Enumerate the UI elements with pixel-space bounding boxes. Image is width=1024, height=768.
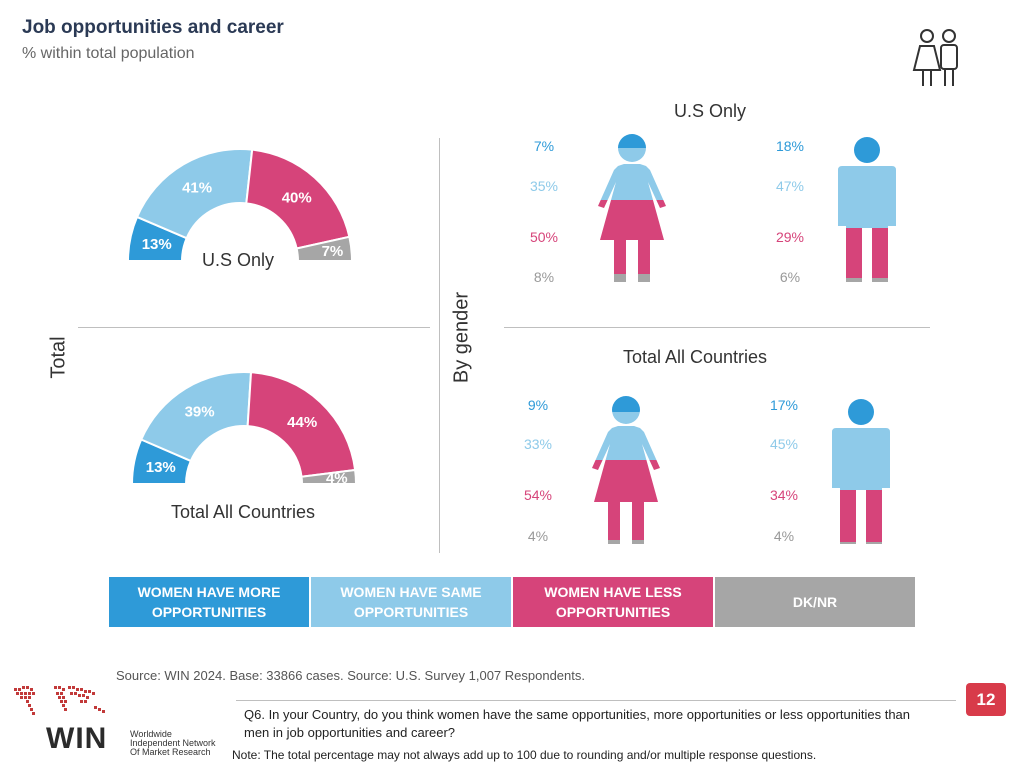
horizontal-divider-left xyxy=(78,327,430,328)
total-female-figure xyxy=(592,396,660,544)
win-logo-wordmark: WIN xyxy=(46,722,108,755)
legend-same: WOMEN HAVE SAME OPPORTUNITIES xyxy=(311,577,513,627)
us-female-same: 35% xyxy=(529,178,559,194)
donut-total-label-less: 44% xyxy=(287,414,317,431)
source-text: Source: WIN 2024. Base: 33866 cases. Sou… xyxy=(116,668,585,683)
legend-dk-label: DK/NR xyxy=(792,594,838,610)
horizontal-divider-right xyxy=(504,327,930,328)
donut-total-label-more: 13% xyxy=(146,459,176,476)
legend-less: WOMEN HAVE LESS OPPORTUNITIES xyxy=(513,577,715,627)
donut-total-slice-less xyxy=(246,371,357,478)
legend-dk: DK/NR xyxy=(715,577,915,627)
gender-total-title: Total All Countries xyxy=(622,347,768,367)
donut-us-label-dk: 7% xyxy=(322,243,344,260)
total-female-same: 33% xyxy=(523,436,553,452)
legend-less-line2: OPPORTUNITIES xyxy=(555,604,671,620)
total-female-more: 9% xyxy=(527,397,549,413)
legend-same-line1: WOMEN HAVE SAME xyxy=(340,584,482,600)
win-logo-line2: Independent Network xyxy=(130,738,216,748)
donut-us-slice-dk xyxy=(295,235,354,262)
us-female-figure xyxy=(598,134,666,282)
page-title: Job opportunities and career xyxy=(22,17,284,38)
vertical-divider xyxy=(439,138,440,553)
total-male-figure xyxy=(832,399,890,544)
gender-icon xyxy=(912,29,958,86)
legend-less-line1: WOMEN HAVE LESS xyxy=(544,584,682,600)
total-female-less: 54% xyxy=(523,487,553,503)
win-logo: WIN Worldwide Independent Network Of Mar… xyxy=(8,682,223,762)
us-female-more: 7% xyxy=(533,138,555,154)
donut-us-label-more: 13% xyxy=(142,236,172,253)
legend: WOMEN HAVE MORE OPPORTUNITIES WOMEN HAVE … xyxy=(109,577,915,627)
total-axis-label: Total xyxy=(47,336,70,379)
us-male-less: 29% xyxy=(775,229,805,245)
donut-us-label-same: 41% xyxy=(182,180,212,197)
donut-us-label-less: 40% xyxy=(282,190,312,207)
donut-total-label-same: 39% xyxy=(185,404,215,421)
us-male-dk: 6% xyxy=(779,269,801,285)
us-female-dk: 8% xyxy=(533,269,555,285)
legend-more: WOMEN HAVE MORE OPPORTUNITIES xyxy=(109,577,311,627)
us-male-more: 18% xyxy=(775,138,805,154)
legend-more-line2: OPPORTUNITIES xyxy=(151,604,267,620)
us-male-figure xyxy=(838,137,896,282)
legend-same-line2: OPPORTUNITIES xyxy=(353,604,469,620)
total-male-dk: 4% xyxy=(773,528,795,544)
legend-more-line1: WOMEN HAVE MORE xyxy=(137,584,281,600)
page-number-badge: 12 xyxy=(966,683,1006,716)
world-map-icon xyxy=(14,686,105,715)
us-female-less: 50% xyxy=(529,229,559,245)
donut-total: 13% 39% 44% 4% xyxy=(130,371,358,487)
total-male-same: 45% xyxy=(769,436,799,452)
footer-divider xyxy=(236,700,956,701)
total-female-dk: 4% xyxy=(527,528,549,544)
win-logo-line1: Worldwide xyxy=(130,729,172,739)
question-text: Q6. In your Country, do you think women … xyxy=(244,707,911,740)
total-male-less: 34% xyxy=(769,487,799,503)
donut-us: 13% 41% 40% 7% xyxy=(126,148,354,262)
page-subtitle: % within total population xyxy=(22,45,195,62)
note-text: Note: The total percentage may not alway… xyxy=(232,748,817,762)
gender-us-title: U.S Only xyxy=(673,101,747,121)
total-male-more: 17% xyxy=(769,397,799,413)
win-logo-line3: Of Market Research xyxy=(130,747,211,757)
donut-total-label-dk: 4% xyxy=(326,470,348,487)
by-gender-axis-label: By gender xyxy=(450,291,473,384)
donut-total-slice-dk xyxy=(300,468,358,485)
us-male-same: 47% xyxy=(775,178,805,194)
donut-total-title: Total All Countries xyxy=(170,502,316,522)
donut-us-title: U.S Only xyxy=(201,250,275,270)
donut-us-slice-same xyxy=(135,148,254,240)
